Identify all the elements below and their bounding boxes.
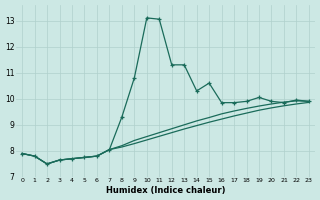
X-axis label: Humidex (Indice chaleur): Humidex (Indice chaleur)	[106, 186, 225, 195]
